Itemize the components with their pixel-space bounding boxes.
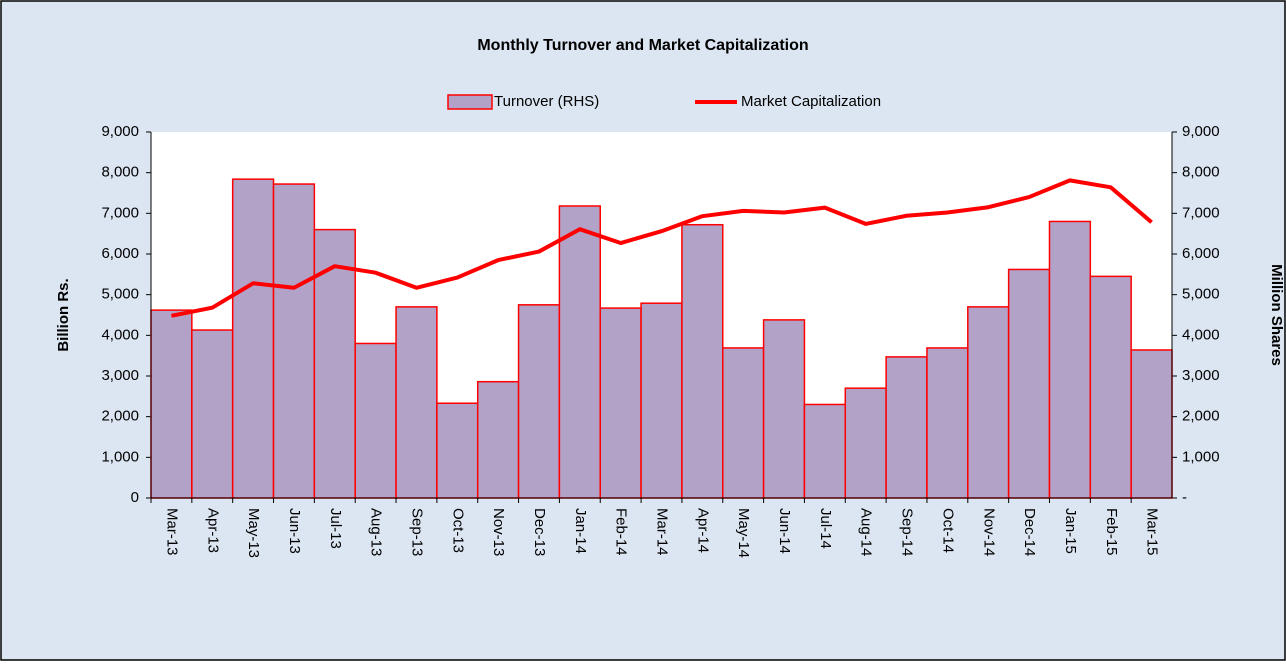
bar <box>395 306 438 499</box>
bar <box>640 302 683 499</box>
x-tick-label: Apr-14 <box>694 508 711 553</box>
x-tick-label: Sep-14 <box>899 508 916 556</box>
y-tick-label: 2,000 <box>101 408 139 425</box>
y-tick-label: 1,000 <box>101 448 139 465</box>
y2-tick-label: 9,000 <box>1182 123 1220 140</box>
bar <box>599 307 642 499</box>
y2-tick-label: 7,000 <box>1182 204 1220 221</box>
bar <box>803 403 847 499</box>
x-tick-label: Nov-13 <box>490 508 507 556</box>
bar <box>191 329 234 499</box>
bar <box>1130 349 1173 499</box>
bar <box>762 319 806 499</box>
bar <box>272 183 316 499</box>
y-tick-label: 7,000 <box>101 204 139 221</box>
y-tick-label: 8,000 <box>101 164 139 181</box>
x-tick-label: Jan-14 <box>572 508 589 554</box>
y2-tick-label: 1,000 <box>1182 448 1220 465</box>
legend-swatch <box>447 94 493 110</box>
y-tick-label: 9,000 <box>101 123 139 140</box>
x-tick-label: Sep-13 <box>408 508 425 556</box>
y-tick-label: 3,000 <box>101 367 139 384</box>
x-tick-label: Dec-13 <box>531 508 548 556</box>
x-tick-label: Feb-14 <box>613 508 630 556</box>
bar <box>476 380 520 499</box>
y2-tick-label: 8,000 <box>1182 164 1220 181</box>
y-tick-label: 0 <box>131 489 139 506</box>
y2-axis-label: Million Shares <box>1268 264 1285 366</box>
y-tick-label: 5,000 <box>101 286 139 303</box>
x-tick-label: Dec-14 <box>1021 508 1038 556</box>
bar <box>558 205 601 499</box>
bar <box>231 178 275 499</box>
legend-label: Market Capitalization <box>741 93 881 110</box>
x-tick-label: Jun-14 <box>776 508 793 554</box>
bar <box>681 223 724 499</box>
y2-tick-label: 6,000 <box>1182 245 1220 262</box>
bar <box>1007 268 1051 499</box>
x-tick-label: Nov-14 <box>980 508 997 556</box>
bar <box>354 342 397 499</box>
x-tick-label: Oct-13 <box>449 508 466 553</box>
y2-tick-label: 5,000 <box>1182 286 1220 303</box>
y-tick-label: 6,000 <box>101 245 139 262</box>
bar <box>885 356 928 499</box>
x-tick-label: May-14 <box>735 508 752 558</box>
bar <box>1048 220 1092 499</box>
bar <box>926 347 969 499</box>
bar <box>436 402 479 499</box>
x-tick-label: Aug-14 <box>858 508 875 556</box>
bar <box>150 309 193 499</box>
x-tick-label: Apr-13 <box>204 508 221 553</box>
x-tick-label: Mar-15 <box>1144 508 1161 556</box>
x-tick-label: Mar-13 <box>163 508 180 556</box>
x-tick-label: Feb-15 <box>1103 508 1120 556</box>
y-tick-label: 4,000 <box>101 326 139 343</box>
x-tick-label: Aug-13 <box>368 508 385 556</box>
x-tick-label: May-13 <box>245 508 262 558</box>
x-tick-label: Jul-13 <box>327 508 344 549</box>
legend-label: Turnover (RHS) <box>494 93 599 110</box>
y2-tick-label: 4,000 <box>1182 326 1220 343</box>
chart-title: Monthly Turnover and Market Capitalizati… <box>477 37 808 54</box>
line <box>171 178 1153 318</box>
x-tick-label: Jun-13 <box>286 508 303 554</box>
bar <box>844 387 887 499</box>
y2-tick-label: 2,000 <box>1182 408 1220 425</box>
y2-tick-label: - <box>1182 489 1187 506</box>
x-tick-label: Mar-14 <box>654 508 671 556</box>
x-tick-label: Oct-14 <box>939 508 956 553</box>
bar <box>722 347 765 499</box>
x-tick-label: Jan-15 <box>1062 508 1079 554</box>
bar <box>1089 275 1132 499</box>
y-axis-label: Billion Rs. <box>55 278 72 351</box>
y2-tick-label: 3,000 <box>1182 367 1220 384</box>
bar <box>517 304 561 499</box>
bar <box>967 306 1010 499</box>
x-tick-label: Jul-14 <box>817 508 834 549</box>
